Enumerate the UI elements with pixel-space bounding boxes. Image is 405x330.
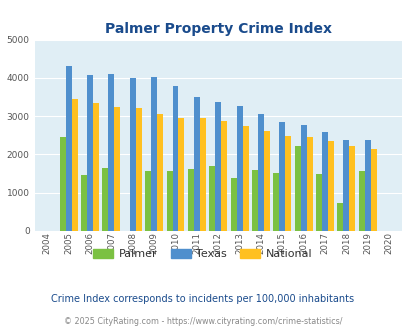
- Bar: [114, 107, 120, 231]
- Bar: [300, 125, 306, 231]
- Bar: [370, 149, 376, 231]
- Bar: [279, 122, 285, 231]
- Bar: [188, 169, 194, 231]
- Bar: [242, 126, 248, 231]
- Bar: [221, 121, 227, 231]
- Bar: [263, 131, 269, 231]
- Bar: [321, 132, 327, 231]
- Bar: [343, 140, 349, 231]
- Bar: [194, 97, 199, 231]
- Bar: [157, 114, 163, 231]
- Bar: [87, 75, 93, 231]
- Bar: [337, 203, 343, 231]
- Bar: [230, 178, 236, 231]
- Bar: [199, 118, 205, 231]
- Legend: Palmer, Texas, National: Palmer, Texas, National: [89, 244, 316, 263]
- Text: Crime Index corresponds to incidents per 100,000 inhabitants: Crime Index corresponds to incidents per…: [51, 294, 354, 304]
- Bar: [178, 118, 184, 231]
- Bar: [145, 171, 151, 231]
- Bar: [306, 137, 312, 231]
- Bar: [252, 170, 257, 231]
- Bar: [130, 78, 135, 231]
- Bar: [166, 171, 172, 231]
- Bar: [327, 141, 333, 231]
- Bar: [102, 168, 108, 231]
- Bar: [108, 74, 114, 231]
- Bar: [135, 108, 141, 231]
- Bar: [294, 146, 300, 231]
- Title: Palmer Property Crime Index: Palmer Property Crime Index: [104, 22, 331, 36]
- Bar: [215, 102, 221, 231]
- Bar: [72, 99, 77, 231]
- Bar: [364, 140, 370, 231]
- Bar: [209, 166, 215, 231]
- Bar: [93, 103, 99, 231]
- Bar: [66, 66, 72, 231]
- Bar: [172, 85, 178, 231]
- Bar: [257, 114, 263, 231]
- Bar: [285, 136, 290, 231]
- Bar: [315, 174, 321, 231]
- Text: © 2025 CityRating.com - https://www.cityrating.com/crime-statistics/: © 2025 CityRating.com - https://www.city…: [64, 317, 341, 326]
- Bar: [358, 171, 364, 231]
- Bar: [236, 106, 242, 231]
- Bar: [273, 173, 279, 231]
- Bar: [60, 137, 66, 231]
- Bar: [349, 147, 354, 231]
- Bar: [81, 175, 87, 231]
- Bar: [151, 77, 157, 231]
